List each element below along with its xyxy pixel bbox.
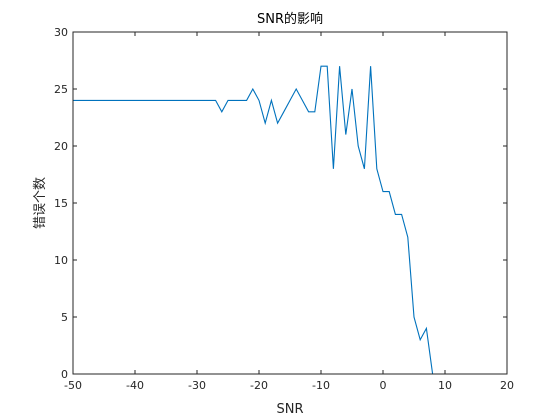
y-axis-title: 错误个数	[33, 177, 48, 229]
x-tick-label: -50	[64, 379, 82, 392]
x-tick-label: 0	[380, 379, 387, 392]
y-tick-label: 30	[54, 26, 68, 39]
x-tick-label: 20	[500, 379, 514, 392]
y-tick-label: 25	[54, 83, 68, 96]
x-tick-label: -10	[312, 379, 330, 392]
x-tick-label: -40	[126, 379, 144, 392]
x-tick-label: 10	[438, 379, 452, 392]
y-tick-label: 20	[54, 140, 68, 153]
y-tick-label: 0	[61, 368, 68, 381]
y-tick-label: 5	[61, 311, 68, 324]
x-tick-label: -30	[188, 379, 206, 392]
chart-title: SNR的影响	[257, 11, 323, 27]
plot-background	[73, 32, 507, 374]
y-ticks: 0 5 10 15 20 25 30	[54, 26, 507, 381]
y-tick-label: 15	[54, 197, 68, 210]
x-axis-title: SNR	[276, 402, 303, 417]
y-tick-label: 10	[54, 254, 68, 267]
x-tick-label: -20	[250, 379, 268, 392]
x-ticks: -50 -40 -30 -20 -10 0 10 20	[64, 32, 514, 392]
